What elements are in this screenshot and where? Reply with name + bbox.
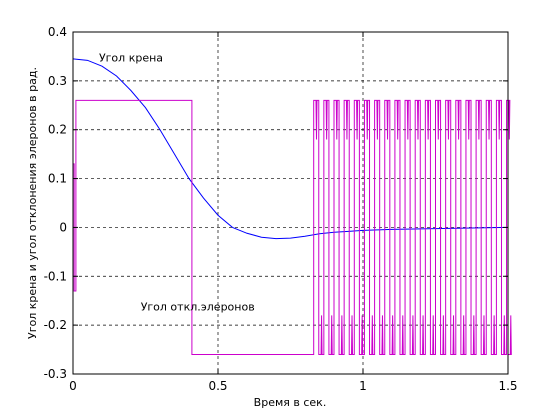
labels-layer: Угол крена Угол откл.элеронов	[99, 51, 255, 313]
y-axis-label: Угол крена и угол отклонения элеронов в …	[26, 67, 39, 339]
y-tick-label: 0	[59, 220, 67, 234]
roll-angle-series-line	[72, 58, 509, 240]
series-layer	[72, 58, 512, 355]
y-tick-label: -0.2	[44, 318, 67, 332]
x-tick-label: 1	[359, 379, 367, 393]
y-tick-label: 0.1	[48, 172, 67, 186]
y-tick-label: -0.3	[44, 367, 67, 381]
aileron-deflection-label: Угол откл.элеронов	[141, 300, 255, 313]
y-tick-label: 0.4	[48, 25, 67, 39]
aileron-deflection-series-line	[72, 99, 512, 355]
plot-frame	[72, 31, 509, 375]
y-tick-label: 0.2	[48, 123, 67, 137]
x-tick-label: 1.5	[498, 379, 517, 393]
roll-angle-label: Угол крена	[99, 51, 163, 64]
y-tick-label: 0.3	[48, 74, 67, 88]
x-tick-label: 0.5	[208, 379, 227, 393]
x-axis-label: Время в сек.	[254, 396, 327, 409]
grid-layer	[73, 32, 508, 374]
x-tick-label: 0	[69, 379, 77, 393]
axes-layer: 0 0.5 1 1.5 -0.3 -0.2 -0.1 0 0.1 0.2 0.3 0.4	[44, 25, 518, 393]
y-tick-label: -0.1	[44, 269, 67, 283]
